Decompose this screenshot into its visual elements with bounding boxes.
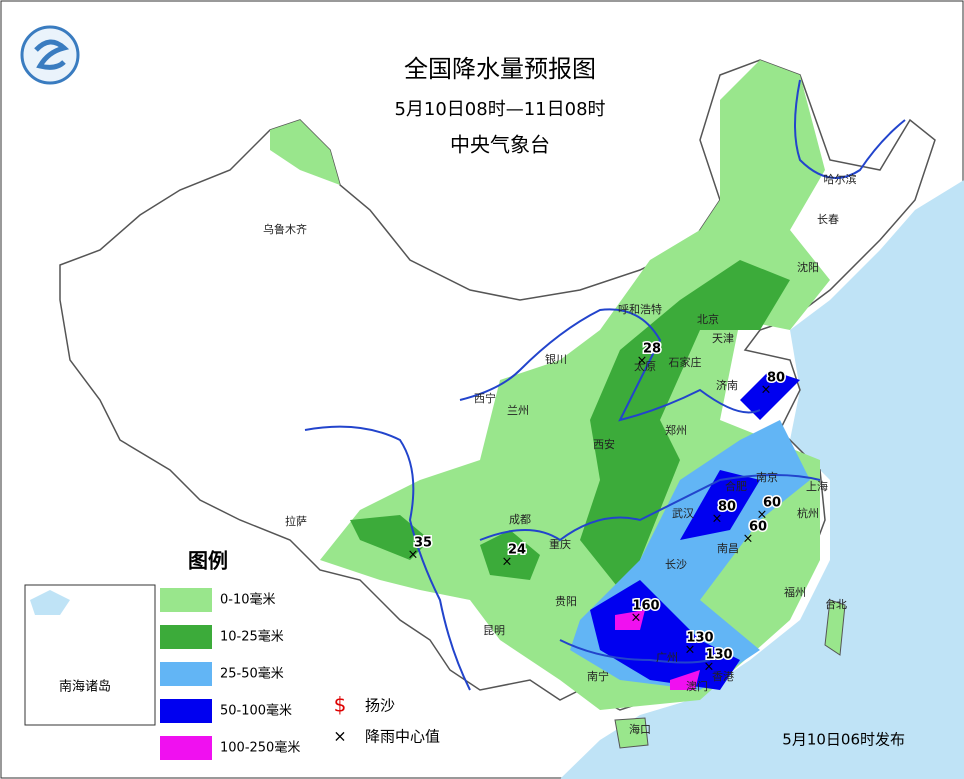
legend-swatch — [160, 699, 212, 723]
legend-label: 10-25毫米 — [220, 629, 284, 645]
center-marker: × — [408, 548, 419, 563]
legend-swatch — [160, 662, 212, 686]
city-label: 西安 — [593, 437, 615, 451]
rain-zone — [590, 580, 740, 690]
rain-zone — [670, 670, 700, 690]
rain-zone — [480, 530, 540, 580]
legend-label: 50-100毫米 — [220, 703, 292, 719]
city-label: 杭州 — [797, 506, 819, 520]
max-value: 60 — [763, 496, 781, 511]
city-label: 哈尔滨 — [824, 172, 857, 186]
rain-zones — [59, 59, 936, 749]
legend-label: 25-50毫米 — [220, 666, 284, 682]
city-label: 台北 — [825, 597, 847, 611]
legend-swatch — [160, 625, 212, 649]
city-label: 香港 — [712, 670, 734, 683]
city-label: 南宁 — [587, 669, 609, 683]
sea — [560, 180, 964, 779]
city-label: 郑州 — [665, 423, 687, 437]
issuer: 中央气象台 — [450, 133, 550, 157]
city-label: 兰州 — [507, 404, 529, 417]
city-label: 乌鲁木齐 — [263, 222, 307, 236]
max-value: 130 — [686, 631, 713, 646]
legend-label: 100-250毫米 — [220, 740, 300, 756]
rain-zone — [615, 610, 645, 630]
taiwan — [824, 599, 846, 656]
legend-swatch — [160, 588, 212, 612]
center-marker: × — [704, 660, 715, 675]
legend: 0-10毫米 10-25毫米 25-50毫米 50-100毫米 100-250毫米 — [160, 588, 300, 760]
center-marker: × — [761, 383, 772, 398]
city-label: 重庆 — [549, 537, 571, 551]
city-label: 北京 — [697, 312, 719, 326]
city-label: 南京 — [756, 470, 778, 484]
max-value: 24 — [508, 543, 526, 558]
max-value: 35 — [414, 536, 432, 551]
rain-zone — [350, 515, 430, 560]
city-label: 贵阳 — [555, 595, 577, 608]
title: 全国降水量预报图 — [404, 55, 596, 83]
sand-icon: $ — [334, 693, 347, 717]
city-label: 银川 — [545, 352, 567, 366]
center-marker: × — [685, 643, 696, 658]
center-marker: × — [637, 354, 648, 369]
legend-swatch — [160, 736, 212, 760]
center-marker: × — [712, 512, 723, 527]
inset: 南海诸岛 — [24, 584, 156, 726]
city-label: 天津 — [712, 332, 734, 345]
max-value: 130 — [705, 648, 732, 663]
max-value: 80 — [767, 371, 785, 386]
release-time: 5月10日06时发布 — [782, 731, 905, 749]
city-label: 太原 — [634, 360, 656, 373]
rivers — [304, 79, 906, 691]
legend-symbol: 扬沙 — [365, 697, 395, 715]
rain-maxima: ×28×80×80×60×60×24×35×160×130×130 — [408, 340, 787, 675]
legend-label: 0-10毫米 — [220, 592, 276, 608]
logo — [20, 25, 80, 85]
max-value: 60 — [749, 520, 767, 535]
city-label: 沈阳 — [797, 260, 819, 274]
city-label: 长沙 — [665, 558, 687, 571]
max-value: 160 — [632, 599, 659, 614]
city-label: 石家庄 — [669, 355, 702, 369]
rain-zone — [680, 470, 760, 540]
city-label: 成都 — [509, 513, 531, 526]
city-label: 上海 — [806, 479, 828, 493]
city-label: 济南 — [716, 378, 738, 392]
center-marker: × — [743, 532, 754, 547]
max-value: 80 — [718, 500, 736, 515]
city-label: 广州 — [656, 651, 678, 664]
city-label: 海口 — [629, 722, 651, 736]
hainan — [614, 717, 649, 749]
city-label: 西宁 — [474, 391, 496, 405]
center-icon: × — [333, 727, 346, 746]
city-label: 南昌 — [717, 542, 739, 555]
rain-zone — [740, 370, 800, 420]
center-marker: × — [631, 611, 642, 626]
rain-zone — [270, 120, 340, 185]
legend-symbol: 降雨中心值 — [365, 728, 440, 746]
center-marker: × — [757, 508, 768, 523]
city-label: 武汉 — [672, 507, 694, 520]
center-marker: × — [502, 555, 513, 570]
city-label: 拉萨 — [285, 514, 307, 528]
city-label: 长春 — [817, 213, 839, 226]
inset-label: 南海诸岛 — [59, 679, 111, 695]
city-label: 呼和浩特 — [618, 302, 662, 316]
city-label: 澳门 — [686, 679, 708, 693]
city-label: 合肥 — [725, 479, 747, 493]
rain-zone — [580, 260, 790, 620]
period: 5月10日08时—11日08时 — [394, 99, 605, 120]
city-label: 昆明 — [483, 624, 505, 637]
legend-title: 图例 — [188, 549, 228, 573]
city-label: 福州 — [784, 585, 806, 599]
max-value: 28 — [643, 342, 661, 357]
